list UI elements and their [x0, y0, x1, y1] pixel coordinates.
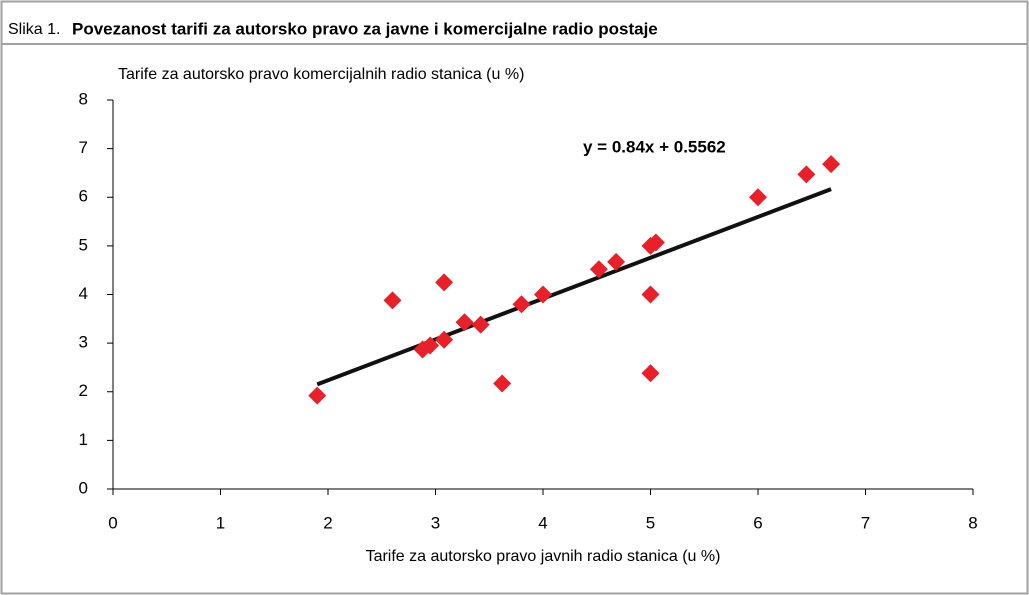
y-tick-label: 5	[79, 235, 88, 254]
point	[512, 295, 531, 314]
chart-title: Povezanost tarifi za autorsko pravo za j…	[72, 19, 658, 38]
y-axis-label: Tarife za autorsko pravo komercijalnih r…	[118, 66, 524, 83]
point	[455, 313, 474, 332]
point	[749, 188, 767, 207]
x-tick-label: 1	[216, 513, 225, 532]
point	[383, 291, 402, 310]
point	[646, 233, 665, 252]
x-tick-label: 0	[108, 513, 117, 532]
point	[471, 315, 490, 334]
y-tick-label: 1	[79, 430, 88, 449]
point	[607, 252, 626, 271]
x-tick-label: 6	[753, 513, 762, 532]
y-tick-label: 6	[79, 187, 88, 206]
point	[641, 364, 660, 383]
point	[589, 260, 608, 279]
y-tick-label: 7	[79, 138, 88, 157]
x-axis-label: Tarife za autorsko pravo javnih radio st…	[366, 548, 721, 565]
point	[797, 165, 816, 184]
x-tick-label: 5	[646, 513, 655, 532]
y-tick-label: 2	[79, 381, 88, 400]
point	[308, 386, 327, 405]
y-tick-label: 4	[79, 284, 88, 303]
y-tick-label: 0	[79, 478, 88, 497]
trend-line	[316, 187, 832, 387]
x-tick-label: 7	[861, 513, 870, 532]
trend-label: y = 0.84x + 0.5562	[583, 137, 726, 156]
x-tick-label: 8	[968, 513, 977, 532]
point	[421, 336, 440, 355]
point	[641, 285, 660, 304]
y-tick-label: 8	[79, 89, 88, 108]
x-tick-label: 2	[323, 513, 332, 532]
x-tick-label: 3	[431, 513, 440, 532]
point	[435, 330, 454, 349]
point	[493, 374, 512, 393]
x-tick-label: 4	[538, 513, 547, 532]
point	[822, 155, 841, 174]
point	[534, 285, 552, 304]
figure-label: Slika 1.	[8, 21, 60, 38]
y-tick-label: 3	[79, 333, 88, 352]
point	[435, 273, 454, 292]
